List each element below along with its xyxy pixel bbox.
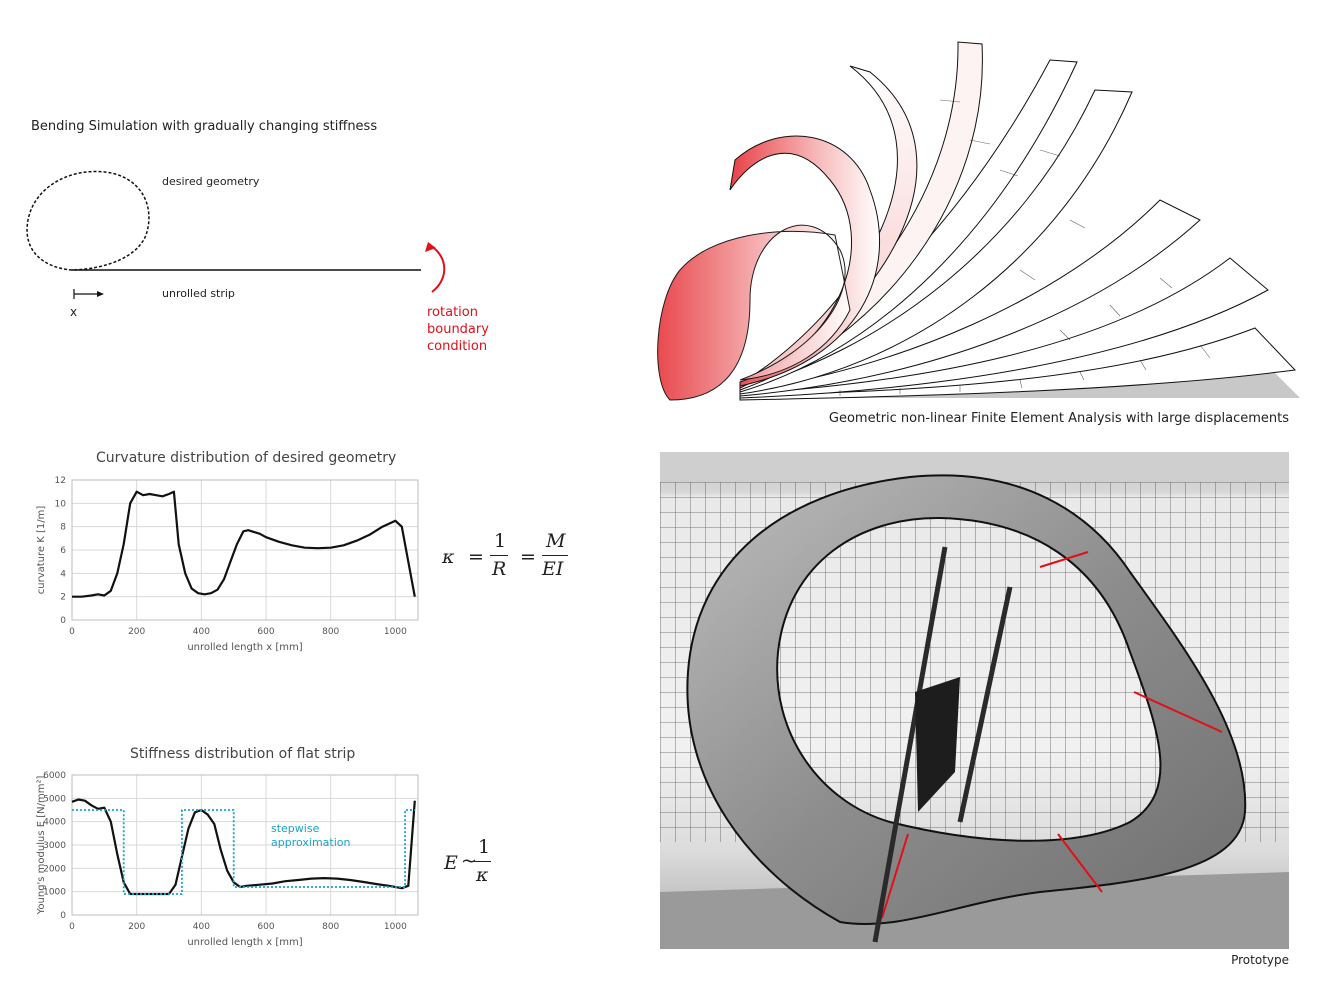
x-tick-label: 800: [322, 627, 339, 637]
rotation-arrow: [430, 245, 446, 293]
prototype-illustration: [660, 452, 1289, 949]
rotation-boundary-label: rotation boundary condition: [427, 304, 489, 355]
fea-strip-4: [739, 89, 1133, 395]
y-tick-label: 2000: [43, 864, 66, 874]
plot-frame: [71, 774, 419, 916]
x-tick-label: 600: [257, 922, 274, 932]
x-axis-label: unrolled length x [mm]: [187, 642, 302, 653]
y-tick-label: 4: [60, 569, 66, 579]
desired-geometry-outline: [26, 170, 150, 271]
stiffness-equation: E ~ 1 κ: [444, 836, 524, 896]
stepwise-approximation-label: stepwise approximation: [271, 822, 350, 850]
y-tick-label: 4000: [43, 818, 66, 828]
prototype-photo: [660, 452, 1289, 949]
fea-strip-2: [739, 257, 1269, 399]
data-series-line: [71, 798, 416, 896]
inverse-denominator: κ: [476, 864, 489, 886]
stiffness-chart-title: Stiffness distribution of flat strip: [130, 746, 356, 762]
bending-sketch: [26, 170, 446, 299]
kappa-symbol: κ: [442, 546, 455, 568]
fea-mesh-lines: [839, 99, 1211, 396]
equals-sign-2: =: [520, 546, 536, 568]
fraction-1-denominator: R: [492, 558, 507, 580]
curvature-chart: 0 200 400 600 800 1000 0 2 4 6 8 10 12 unrolled lengt…: [36, 476, 419, 653]
fraction-2-denominator: EI: [542, 558, 564, 580]
segment-markers: [881, 551, 1223, 919]
x-axis-label: unrolled length x [mm]: [187, 937, 302, 948]
x-tick-label: 400: [193, 627, 210, 637]
x-tick-label: 400: [193, 922, 210, 932]
plot-frame: [71, 479, 419, 621]
fraction-2-numerator: M: [546, 530, 566, 552]
y-axis-label: curvature K [1/m]: [36, 506, 47, 595]
x-tick-label: 0: [69, 627, 75, 637]
x-tick-label: 600: [257, 627, 274, 637]
boundary-label-line-3: condition: [427, 339, 488, 354]
unrolled-strip-label: unrolled strip: [162, 287, 235, 300]
y-tick-label: 12: [55, 476, 66, 486]
y-tick-label: 8: [60, 523, 66, 533]
y-tick-label: 6: [60, 546, 66, 556]
y-tick-label: 2: [60, 593, 66, 603]
annotation-line-2: approximation: [271, 836, 351, 849]
stiffness-chart: 0 200 400 600 800 1000 0 1000 2000 3000 4000 5000 60…: [36, 771, 419, 948]
y-tick-label: 5000: [43, 794, 66, 804]
e-symbol: E: [444, 852, 458, 874]
tilde-symbol: ~: [461, 850, 477, 872]
y-tick-label: 0: [60, 616, 66, 626]
curvature-chart-title: Curvature distribution of desired geomet…: [96, 450, 397, 466]
fea-caption: Geometric non-linear Finite Element Anal…: [828, 411, 1289, 426]
x-tick-label: 200: [128, 627, 145, 637]
boundary-label-line-1: rotation: [427, 305, 478, 320]
clamp-rods: [872, 546, 1013, 943]
prototype-loop: [686, 474, 1247, 926]
fraction-1-numerator: 1: [494, 530, 507, 552]
fea-strip-curl-2: [657, 224, 851, 401]
data-series-line: [72, 490, 416, 598]
annotation-line-1: stepwise: [271, 822, 320, 835]
y-tick-label: 0: [60, 911, 66, 921]
curvature-equation: κ = 1 R = M EI: [442, 530, 582, 590]
prototype-caption: Prototype: [1231, 953, 1289, 967]
fea-strips-illustration: [657, 41, 1300, 401]
x-tick-label: 200: [128, 922, 145, 932]
boundary-label-line-2: boundary: [427, 322, 489, 337]
bending-simulation-title: Bending Simulation with gradually changi…: [31, 119, 378, 134]
clamp-handle: [915, 677, 960, 812]
y-tick-label: 3000: [43, 841, 66, 851]
x-tick-label: 800: [322, 922, 339, 932]
x-tick-label: 1000: [384, 922, 407, 932]
y-tick-label: 1000: [43, 888, 66, 898]
x-label: x: [70, 305, 78, 319]
desired-geometry-label: desired geometry: [162, 175, 260, 188]
fea-strip-3: [739, 199, 1201, 397]
fea-strip-1: [739, 327, 1297, 401]
y-axis-label: Young's modulus E [N/mm²]: [36, 776, 47, 916]
stepwise-series-line: [72, 809, 415, 895]
equals-sign-1: =: [468, 546, 484, 568]
inverse-numerator: 1: [478, 836, 491, 858]
x-tick-label: 0: [69, 922, 75, 932]
y-tick-label: 6000: [43, 771, 66, 781]
y-tick-label: 10: [55, 499, 67, 509]
x-tick-label: 1000: [384, 627, 407, 637]
